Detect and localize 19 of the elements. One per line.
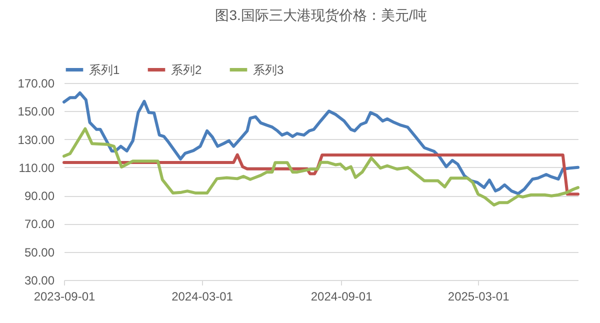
legend-label: 系列3 xyxy=(253,62,284,77)
y-tick-label: 130.00 xyxy=(18,132,55,147)
y-tick-label: 170.00 xyxy=(18,76,55,90)
y-tick-label: 110.00 xyxy=(18,160,55,175)
y-tick-label: 90.00 xyxy=(24,189,55,204)
x-tick-label: 2025-03-01 xyxy=(448,290,510,304)
y-tick-label: 50.00 xyxy=(24,245,55,260)
x-tick-label: 2023-09-01 xyxy=(34,290,96,304)
y-tick-label: 150.00 xyxy=(18,104,55,119)
chart-title: 图3.国际三大港现货价格：美元/吨 xyxy=(215,7,427,23)
y-tick-label: 70.00 xyxy=(24,217,55,232)
y-tick-label: 30.00 xyxy=(24,274,55,288)
line-series xyxy=(62,127,580,206)
x-tick-label: 2024-09-01 xyxy=(310,290,373,304)
x-tick-label: 2024-03-01 xyxy=(172,290,234,304)
line-series xyxy=(62,91,580,196)
legend-label: 系列2 xyxy=(171,62,202,77)
line-series xyxy=(62,153,580,196)
legend-label: 系列1 xyxy=(89,62,120,77)
